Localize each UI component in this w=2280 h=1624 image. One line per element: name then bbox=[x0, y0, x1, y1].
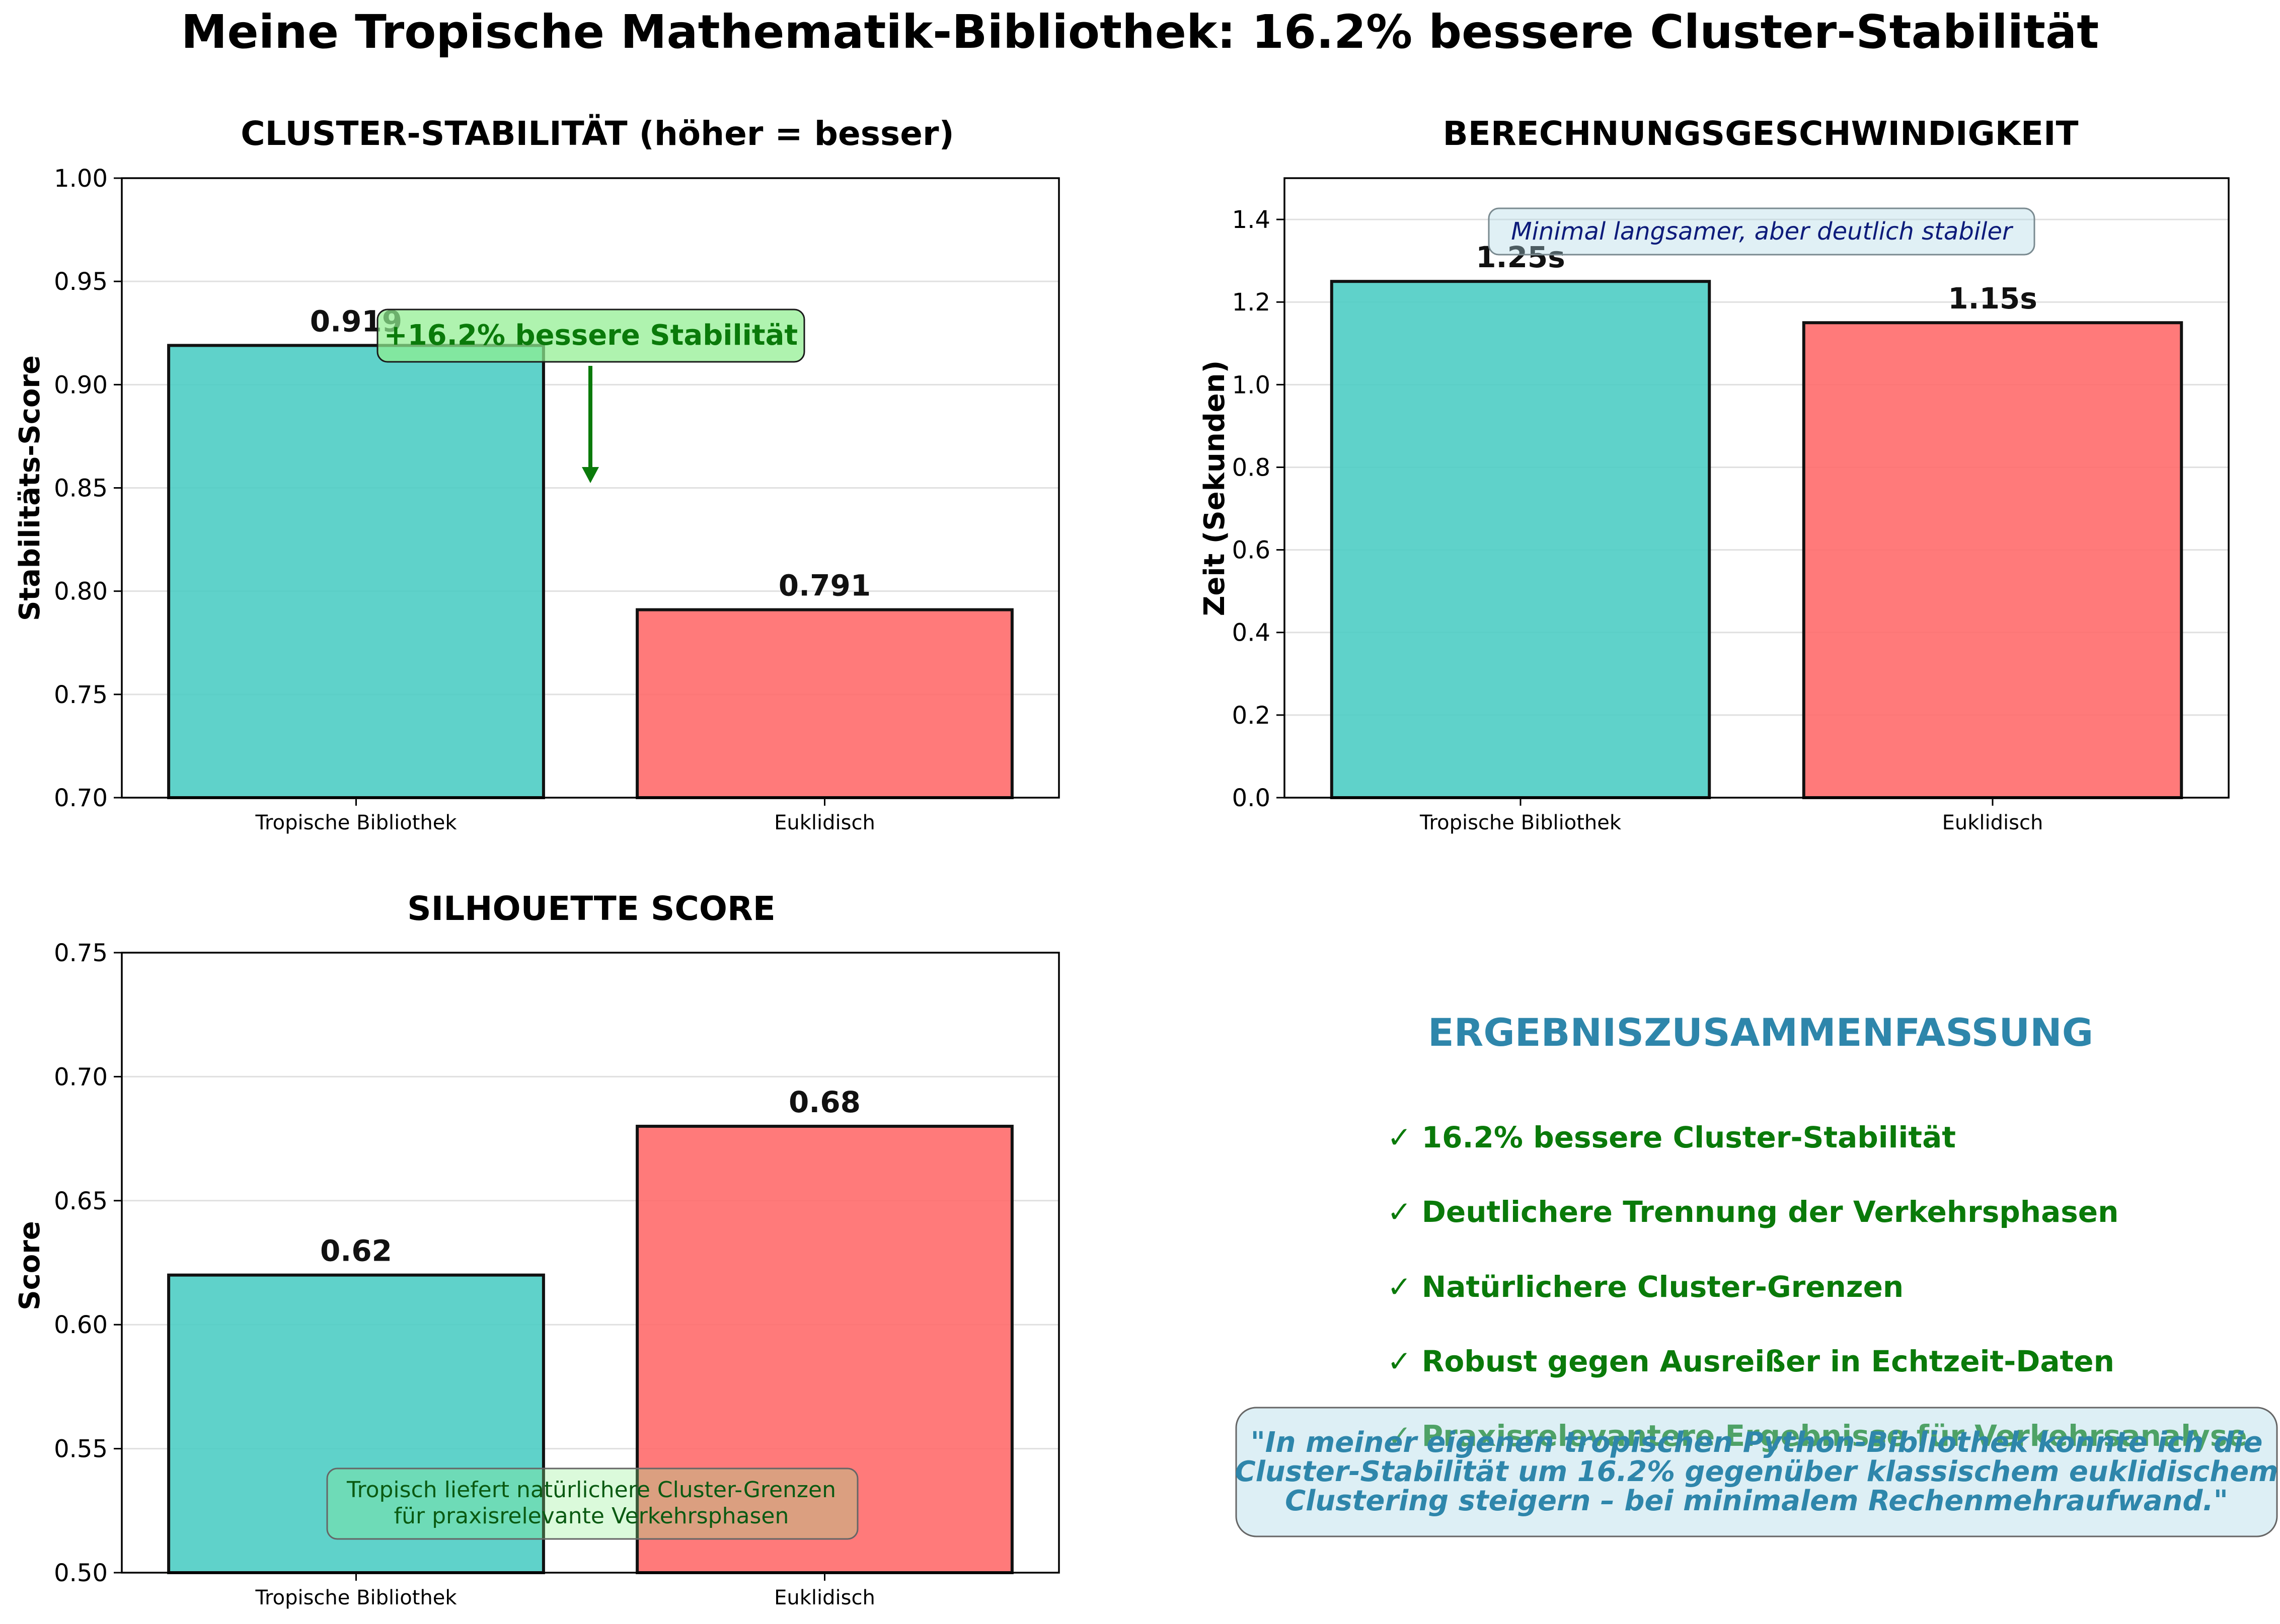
y-tick-label: 0.65 bbox=[54, 1187, 108, 1215]
quote-line-2: Cluster-Stabilität um 16.2% gegenüber kl… bbox=[1235, 1455, 2278, 1488]
annotation-box bbox=[1488, 207, 2035, 256]
y-tick-label: 0.0 bbox=[1232, 784, 1270, 812]
x-tick-label: Tropische Bibliothek bbox=[255, 811, 457, 834]
bars: 1.25s 1.15s bbox=[1330, 240, 2183, 800]
plot-frame bbox=[121, 952, 1060, 1574]
down-arrow-icon bbox=[582, 467, 599, 483]
bar-value-label: 0.62 bbox=[320, 1234, 392, 1268]
computation-speed-chart: BERECHNUNGSGESCHWINDIGKEIT Zeit (Sekunde… bbox=[1198, 114, 2230, 834]
y-axis: 0.70 0.75 0.80 0.85 0.90 0.95 1.00 Tropische Bi… bbox=[54, 165, 875, 834]
x-tick-label: Euklidisch bbox=[774, 1586, 875, 1609]
y-tick-label: 0.95 bbox=[54, 268, 108, 296]
quote-line-1: "In meiner eigenen tropischen Python-Bib… bbox=[1251, 1426, 2263, 1459]
y-tick-label: 0.85 bbox=[54, 475, 108, 503]
figure-title: Meine Tropische Mathematik-Bibliothek: 1… bbox=[181, 5, 2099, 59]
quote-box bbox=[1235, 1407, 2278, 1537]
bar bbox=[636, 1124, 1014, 1574]
bars: 0.62 0.68 bbox=[167, 1085, 1014, 1574]
x-tick-label: Tropische Bibliothek bbox=[255, 1586, 457, 1609]
y-tick-label: 0.8 bbox=[1232, 453, 1270, 482]
summary-item: ✓ 16.2% bessere Cluster-Stabilität bbox=[1387, 1120, 1956, 1154]
bar bbox=[1330, 280, 1711, 800]
bar-value-label: 1.15s bbox=[1948, 281, 2037, 316]
y-tick-label: 0.2 bbox=[1232, 702, 1270, 730]
bar-value-label: 0.68 bbox=[789, 1085, 861, 1119]
x-tick-label: Tropische Bibliothek bbox=[1419, 811, 1622, 834]
summary-item: ✓ Natürlichere Cluster-Grenzen bbox=[1387, 1270, 1904, 1304]
y-tick-label: 0.80 bbox=[54, 578, 108, 606]
summary-title: ERGEBNISZUSAMMENFASSUNG bbox=[1428, 1010, 2093, 1055]
summary-item: ✓ Robust gegen Ausreißer in Echtzeit-Dat… bbox=[1387, 1344, 2114, 1378]
y-axis-label: Score bbox=[14, 1221, 46, 1310]
quote-line-3: Clustering steigern – bei minimalem Rech… bbox=[1285, 1485, 2228, 1517]
annotation-line-1: Tropisch liefert natürlichere Cluster-Gr… bbox=[346, 1477, 836, 1503]
annotation-box bbox=[326, 1467, 859, 1540]
silhouette-score-chart: SILHOUETTE SCORE Score 0.500.550.600.650… bbox=[14, 889, 1060, 1609]
stability-annotation: +16.2% bessere Stabilität bbox=[376, 308, 805, 483]
summary-item: ✓ Deutlichere Trennung der Verkehrsphase… bbox=[1387, 1195, 2118, 1229]
bar bbox=[636, 608, 1014, 799]
annotation-line-2: für praxisrelevante Verkehrsphasen bbox=[394, 1503, 789, 1529]
y-axis-label: Zeit (Sekunden) bbox=[1198, 360, 1231, 616]
y-tick-label: 0.55 bbox=[54, 1435, 108, 1463]
y-tick-label: 1.2 bbox=[1232, 288, 1270, 317]
plot-frame bbox=[1283, 177, 2230, 799]
annotation-box bbox=[376, 308, 805, 363]
y-tick-label: 0.60 bbox=[54, 1311, 108, 1339]
results-summary: ERGEBNISZUSAMMENFASSUNG ✓ 16.2% bessere … bbox=[1235, 1010, 2278, 1537]
y-tick-label: 0.75 bbox=[54, 939, 108, 967]
bar-value-label: 1.25s bbox=[1476, 240, 1565, 274]
bar bbox=[167, 344, 545, 799]
y-axis: 0.0 0.2 0.4 0.6 0.8 1.0 1.2 1.4 Tropische Biblio… bbox=[1232, 206, 2043, 834]
annotation-text: +16.2% bessere Stabilität bbox=[384, 319, 798, 352]
cluster-stability-chart: CLUSTER-STABILITÄT (höher = besser) Stab… bbox=[14, 114, 1060, 834]
y-tick-label: 1.4 bbox=[1232, 206, 1270, 234]
y-tick-label: 0.70 bbox=[54, 784, 108, 812]
y-tick-label: 0.4 bbox=[1232, 619, 1270, 647]
y-axis-label: Stabilitäts-Score bbox=[14, 355, 46, 621]
y-tick-label: 0.90 bbox=[54, 371, 108, 399]
plot-frame bbox=[121, 177, 1060, 799]
x-tick-label: Euklidisch bbox=[1942, 811, 2043, 834]
y-tick-label: 0.50 bbox=[54, 1559, 108, 1587]
chart-title: CLUSTER-STABILITÄT (höher = besser) bbox=[241, 114, 954, 153]
summary-item: ✓ Praxisrelevantere Ergebnisse für Verke… bbox=[1387, 1419, 2247, 1453]
chart-title: SILHOUETTE SCORE bbox=[407, 889, 776, 928]
y-tick-label: 1.0 bbox=[1232, 371, 1270, 399]
chart-title: BERECHNUNGSGESCHWINDIGKEIT bbox=[1442, 114, 2078, 153]
y-tick-label: 0.6 bbox=[1232, 536, 1270, 565]
speed-annotation: Minimal langsamer, aber deutlich stabile… bbox=[1488, 207, 2035, 256]
y-tick-label: 1.00 bbox=[54, 165, 108, 193]
y-axis: 0.50 0.55 0.60 0.65 0.70 0.75 Tropische Biblio… bbox=[54, 939, 875, 1609]
bar-value-label: 0.791 bbox=[779, 569, 871, 603]
x-tick-label: Euklidisch bbox=[774, 811, 875, 834]
silhouette-annotation: Tropisch liefert natürlichere Cluster-Gr… bbox=[326, 1467, 859, 1540]
y-tick-label: 0.70 bbox=[54, 1063, 108, 1091]
annotation-text: Minimal langsamer, aber deutlich stabile… bbox=[1511, 217, 2014, 246]
y-tick-label: 0.75 bbox=[54, 681, 108, 709]
bar bbox=[1802, 321, 2183, 799]
